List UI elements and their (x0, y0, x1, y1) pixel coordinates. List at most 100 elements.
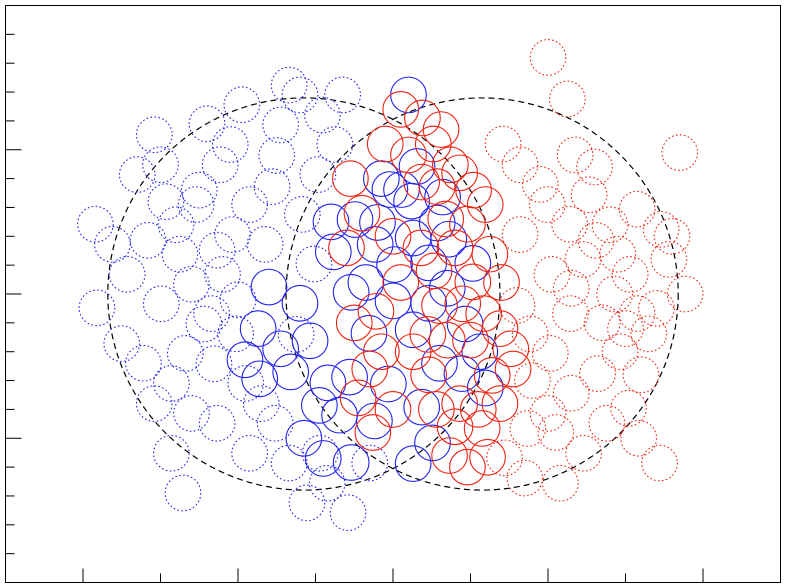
point-s1-46 (351, 444, 389, 482)
point-s2-25 (393, 182, 430, 220)
point-s3-35 (335, 304, 373, 342)
point-s3-42 (422, 111, 460, 148)
point-s1-58 (277, 316, 315, 353)
point-s1-8 (118, 156, 156, 193)
point-s3-36 (328, 229, 365, 267)
point-s2-21 (376, 246, 413, 283)
point-s2-30 (410, 284, 448, 322)
point-s1-25 (198, 404, 236, 442)
point-s1-17 (201, 146, 239, 184)
point-s3-32 (354, 414, 392, 451)
point-s4-42 (622, 356, 660, 394)
point-s1-31 (281, 76, 319, 114)
point-s2-39 (403, 388, 441, 426)
point-s3-52 (427, 200, 465, 238)
point-s3-18 (449, 448, 486, 486)
point-s3-48 (452, 321, 489, 359)
point-s2-47 (285, 419, 323, 457)
point-s1-49 (198, 231, 236, 269)
point-s4-19 (486, 439, 523, 477)
point-s3-46 (494, 350, 532, 388)
point-s1-45 (329, 494, 367, 532)
point-s4-17 (529, 395, 567, 432)
point-s4-43 (514, 362, 551, 399)
point-s1-24 (164, 474, 202, 512)
points-layer (77, 39, 704, 532)
point-s4-37 (531, 335, 569, 372)
point-s1-21 (195, 345, 233, 383)
point-s3-21 (418, 391, 455, 428)
point-s2-4 (241, 360, 279, 398)
point-s3-22 (410, 356, 448, 394)
point-s1-36 (299, 156, 337, 193)
point-s4-40 (564, 241, 602, 278)
point-s3-13 (492, 330, 530, 368)
point-s4-48 (653, 217, 691, 255)
point-s1-13 (166, 335, 204, 372)
point-s3-51 (415, 252, 453, 290)
point-s3-41 (404, 99, 441, 137)
point-s4-49 (537, 414, 575, 451)
point-s3-53 (441, 385, 479, 422)
point-s3-3 (418, 168, 456, 206)
point-s4-46 (607, 310, 644, 347)
point-s1-5 (129, 221, 167, 259)
point-s4-32 (528, 186, 566, 223)
point-s1-42 (270, 444, 308, 482)
point-s2-9 (331, 358, 368, 396)
point-s4-25 (620, 419, 658, 457)
point-s4-21 (542, 464, 579, 502)
point-s4-23 (588, 404, 626, 442)
point-s4-41 (591, 206, 629, 244)
point-s4-1 (529, 39, 567, 76)
point-s3-38 (332, 160, 369, 197)
point-s1-4 (108, 256, 146, 293)
point-s4-45 (576, 148, 613, 186)
y-axis-ticks (5, 33, 22, 583)
point-s4-33 (501, 216, 539, 253)
point-s4-14 (601, 333, 639, 371)
point-s1-47 (308, 464, 346, 502)
point-s3-45 (483, 264, 520, 301)
point-s1-51 (103, 325, 141, 362)
point-s4-3 (661, 134, 699, 171)
point-s1-41 (242, 385, 280, 422)
point-s1-26 (211, 126, 249, 163)
point-s1-48 (217, 315, 255, 353)
point-s3-31 (374, 391, 412, 428)
point-s3-14 (473, 356, 511, 394)
point-s4-36 (511, 315, 549, 353)
point-s3-40 (382, 90, 420, 128)
point-s4-38 (552, 269, 590, 307)
point-s2-46 (347, 264, 385, 301)
point-s3-33 (339, 379, 377, 417)
point-s4-24 (610, 389, 647, 427)
point-s4-8 (577, 221, 615, 259)
point-s1-59 (157, 206, 195, 244)
point-s1-12 (185, 305, 223, 343)
point-s1-11 (173, 265, 210, 303)
point-s3-16 (463, 410, 501, 447)
point-s1-22 (173, 395, 210, 432)
point-s4-47 (638, 290, 675, 327)
point-s3-27 (374, 217, 412, 255)
point-s3-17 (469, 438, 506, 476)
point-s3-30 (363, 333, 400, 371)
point-s2-15 (369, 365, 407, 403)
point-s1-44 (301, 434, 339, 472)
point-s1-29 (253, 168, 291, 206)
point-s3-12 (481, 310, 519, 347)
point-s2-48 (272, 353, 310, 391)
point-s2-23 (410, 244, 448, 282)
point-s1-30 (262, 106, 299, 144)
point-s2-49 (421, 344, 458, 382)
point-s1-2 (94, 226, 131, 263)
region-circle-1 (107, 97, 501, 491)
point-s1-23 (152, 434, 190, 472)
point-s4-10 (611, 256, 649, 293)
point-s2-2 (239, 310, 277, 347)
point-s1-52 (125, 344, 162, 382)
point-s3-44 (455, 171, 492, 209)
point-s4-20 (506, 459, 544, 497)
